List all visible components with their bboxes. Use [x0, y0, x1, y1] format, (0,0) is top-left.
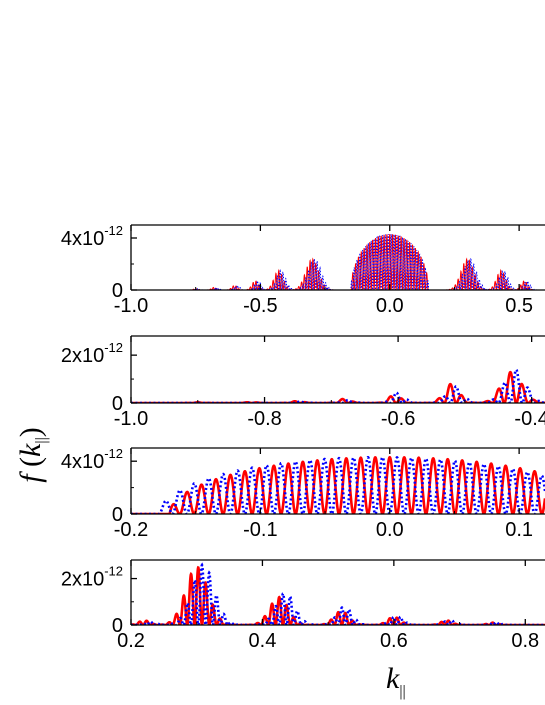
panel-third: -0.2 -0.1 0.0 0.1 0 4x10-12: [61, 446, 545, 541]
x-tick-label: 0.4: [249, 630, 277, 652]
x-title-sub: ||: [399, 683, 405, 700]
x-tick-label: -0.2: [114, 519, 148, 541]
x-tick-label: 0.1: [505, 519, 533, 541]
y-tick-label: 0: [112, 615, 123, 637]
panel-second: -1.0 -0.8 -0.6 -0.4 0 2x10-12: [61, 335, 545, 430]
y-title-k: k: [14, 443, 47, 457]
series-solid-line: [131, 234, 545, 290]
x-tick-label: 0.0: [376, 519, 404, 541]
y-tick-label: 0: [112, 504, 123, 526]
x-tick-label: -1.0: [114, 295, 148, 317]
series-solid-line: [131, 455, 545, 514]
x-tick-label: -0.4: [514, 408, 545, 430]
x-tick-label: -0.1: [243, 519, 277, 541]
x-tick-label: -0.8: [247, 408, 281, 430]
y-tick-label: 0: [112, 280, 123, 302]
x-tick-label: -0.6: [381, 408, 415, 430]
y-title-close: ): [14, 427, 47, 437]
y-tick-label: 4x10-12: [61, 446, 123, 473]
x-tick-label: 0.8: [511, 630, 539, 652]
series-dotted-line: [131, 368, 545, 403]
y-tick-label: 0: [112, 393, 123, 415]
y-title-sub: ||: [33, 437, 50, 443]
x-tick-label: 0.6: [380, 630, 408, 652]
x-tick-label: 0.5: [505, 295, 533, 317]
series-dotted-line: [131, 455, 545, 514]
series-dotted-line: [131, 234, 545, 290]
panels: -1.0 -0.5 0.0 0.5 0 4x10-12 -1.0 -0.8 -0.6 -0.4 0 2…: [61, 223, 545, 652]
y-tick-label: 2x10-12: [61, 564, 123, 591]
x-tick-label: 0.2: [117, 630, 145, 652]
y-title-open: (: [14, 457, 47, 475]
x-title-k: k: [386, 662, 400, 695]
y-tick-label: 4x10-12: [61, 223, 123, 250]
x-tick-label: -0.5: [243, 295, 277, 317]
y-axis-title: f (k||): [14, 427, 50, 483]
panel-bottom: 0.2 0.4 0.6 0.8 0 2x10-12: [61, 559, 545, 652]
x-tick-label: 0.0: [376, 295, 404, 317]
svg-text:f (k||): f (k||): [14, 427, 50, 483]
series-solid-line: [131, 370, 545, 403]
panel-top: -1.0 -0.5 0.0 0.5 0 4x10-12: [61, 223, 545, 317]
x-axis-title: k||: [386, 662, 406, 700]
svg-text:k||: k||: [386, 662, 406, 700]
x-tick-label: -1.0: [114, 408, 148, 430]
y-tick-label: 2x10-12: [61, 340, 123, 367]
